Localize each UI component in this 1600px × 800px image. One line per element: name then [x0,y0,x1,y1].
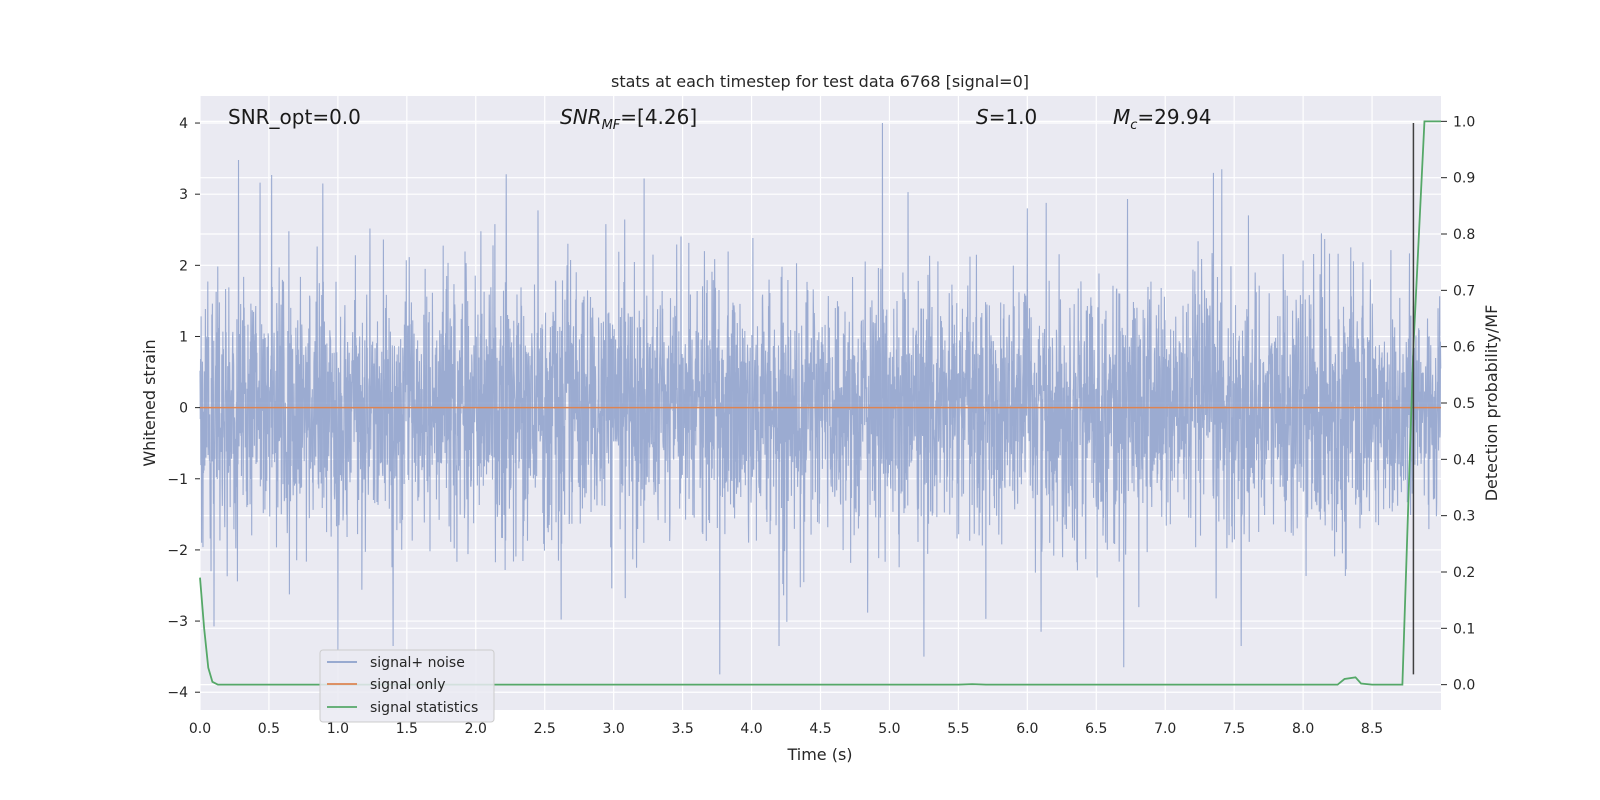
snr-mf-subscript: MF [602,118,621,133]
y2-tick-label: 0.9 [1453,171,1475,187]
x-tick-label: 3.0 [603,721,625,737]
signal-statistics-line [199,120,1441,686]
y-tick-label: −3 [167,614,188,630]
x-axis-label: Time (s) [786,745,852,764]
y2-tick-label: 0.1 [1453,621,1475,637]
y-tick-labels: −4 −3 −2 −1 0 1 2 3 4 [167,116,200,701]
legend-label-signal-statistics: signal statistics [370,700,478,716]
x-tick-label: 8.5 [1361,721,1383,737]
y2-tick-label: 0.5 [1453,396,1475,412]
y-tick-label: 1 [179,329,188,345]
y-tick-label: −4 [167,685,188,701]
x-tick-label: 8.0 [1292,721,1314,737]
x-tick-labels: 0.0 0.5 1.0 1.5 2.0 2.5 3.0 3.5 4.0 4.5 5.0 5.5 6.0 6… [189,721,1383,737]
x-tick-label: 0.5 [258,721,280,737]
y-tick-label: 3 [179,187,188,203]
y2-tick-label: 0.7 [1453,283,1475,299]
mc-value: =29.94 [1137,105,1211,129]
snr-mf-symbol: SNR [560,105,602,129]
y2-tick-label: 0.2 [1453,565,1475,581]
x-tick-label: 7.5 [1223,721,1245,737]
x-tick-label: 2.0 [465,721,487,737]
x-tick-label: 1.0 [327,721,349,737]
y2-tick-label: 0.3 [1453,509,1475,525]
annotation-s: S=1.0 [976,105,1037,129]
chart-title: stats at each timestep for test data 676… [611,72,1029,91]
y2-tick-label: 0.0 [1453,678,1475,694]
legend-label-signal-only: signal only [370,677,445,693]
annotation-snr-opt: SNR_opt=0.0 [228,105,361,129]
y2-tick-label: 0.6 [1453,340,1475,356]
x-tick-label: 4.5 [809,721,831,737]
x-tick-label: 6.0 [1016,721,1038,737]
x-tick-label: 1.5 [396,721,418,737]
legend-box [319,649,495,723]
x-tick-label: 3.5 [671,721,693,737]
x-tick-label: 7.0 [1154,721,1176,737]
annotation-snr-mf: SNRMF=[4.26] [560,105,697,133]
y-axis-label: Whitened strain [140,339,159,466]
x-tick-label: 5.5 [947,721,969,737]
s-symbol: S [976,105,989,129]
y-tick-label: 0 [179,401,188,417]
legend-label-signal-noise: signal+ noise [370,655,465,671]
annotation-mc: Mc=29.94 [1113,105,1211,133]
signal-noise-path [199,123,1442,675]
y2-tick-label: 0.8 [1453,227,1475,243]
y-tick-label: 2 [179,258,188,274]
y-tick-label: 4 [179,116,188,132]
mc-symbol: M [1113,105,1130,129]
mc-subscript: c [1130,118,1137,133]
x-tick-label: 4.0 [740,721,762,737]
x-tick-label: 6.5 [1085,721,1107,737]
signal-noise-series [199,123,1442,675]
x-tick-label: 0.0 [189,721,211,737]
snr-mf-value: =[4.26] [620,105,697,129]
y2-tick-labels: 0.0 0.1 0.2 0.3 0.4 0.5 0.6 0.7 0.8 0.9 1.0 [1441,114,1475,694]
x-tick-label: 2.5 [534,721,556,737]
y-tick-label: −2 [167,543,188,559]
y2-tick-label: 1.0 [1453,114,1475,130]
x-tick-label: 5.0 [878,721,900,737]
y-tick-label: −1 [167,472,188,488]
y2-tick-label: 0.4 [1453,452,1475,468]
legend: signal+ noise signal only signal statist… [319,649,495,723]
s-value: =1.0 [989,105,1038,129]
y2-axis-label: Detection probability/MF [1482,305,1501,502]
